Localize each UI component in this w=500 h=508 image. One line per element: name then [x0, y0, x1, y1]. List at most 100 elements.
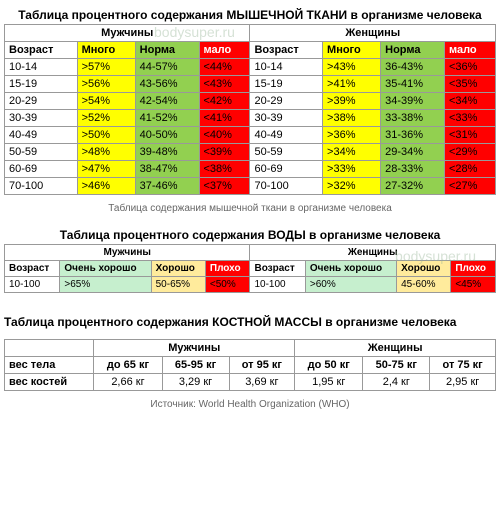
cell: <41%	[199, 110, 250, 127]
muscle-title: Таблица процентного содержания МЫШЕЧНОЙ …	[4, 8, 496, 22]
cell: 10-100	[250, 277, 305, 293]
cell: >56%	[77, 76, 135, 93]
col-header: Возраст	[250, 42, 323, 59]
cell: 37-46%	[135, 178, 199, 195]
cell: 35-41%	[381, 76, 445, 93]
water-section: Таблица процентного содержания ВОДЫ в ор…	[4, 228, 496, 293]
col-header: Хорошо	[397, 261, 451, 277]
col-header: Хорошо	[151, 261, 205, 277]
cell: до 65 кг	[94, 357, 162, 374]
cell: 70-100	[250, 178, 323, 195]
col-header: Возраст	[250, 261, 305, 277]
water-table: МужчиныЖенщиныВозрастОчень хорошоХорошоП…	[4, 244, 496, 293]
muscle-caption: Таблица содержания мышечной ткани в орга…	[4, 203, 496, 214]
cell: >34%	[323, 144, 381, 161]
bone-table: МужчиныЖенщины вес теладо 65 кг65-95 кг от…	[4, 339, 496, 391]
cell: 40-49	[250, 127, 323, 144]
cell: 41-52%	[135, 110, 199, 127]
cell: >57%	[77, 59, 135, 76]
cell: >33%	[323, 161, 381, 178]
cell: 39-48%	[135, 144, 199, 161]
col-header: Возраст	[5, 42, 78, 59]
row-label: вес тела	[5, 357, 94, 374]
col-header: Возраст	[5, 261, 60, 277]
cell: 50-59	[5, 144, 78, 161]
cell: 45-60%	[397, 277, 451, 293]
cell: >46%	[77, 178, 135, 195]
cell: 1,95 кг	[295, 374, 363, 391]
col-header: Очень хорошо	[305, 261, 396, 277]
group-header: Женщины	[250, 245, 496, 261]
cell: <45%	[451, 277, 496, 293]
cell: <37%	[199, 178, 250, 195]
cell: <40%	[199, 127, 250, 144]
cell: <38%	[199, 161, 250, 178]
water-title: Таблица процентного содержания ВОДЫ в ор…	[4, 228, 496, 242]
cell: 50-65%	[151, 277, 205, 293]
cell: 20-29	[250, 93, 323, 110]
cell: 2,4 кг	[363, 374, 430, 391]
cell: <31%	[444, 127, 495, 144]
cell: 65-95 кг	[162, 357, 229, 374]
cell: <44%	[199, 59, 250, 76]
cell: 30-39	[250, 110, 323, 127]
row-label: вес костей	[5, 374, 94, 391]
cell: 40-50%	[135, 127, 199, 144]
cell: 15-19	[5, 76, 78, 93]
group-header: Женщины	[295, 340, 496, 357]
col-header: Много	[77, 42, 135, 59]
cell: <42%	[199, 93, 250, 110]
cell: >65%	[60, 277, 151, 293]
cell: >32%	[323, 178, 381, 195]
cell: 44-57%	[135, 59, 199, 76]
col-header: Очень хорошо	[60, 261, 151, 277]
cell: 31-36%	[381, 127, 445, 144]
group-header: Мужчины	[5, 25, 250, 42]
cell: <33%	[444, 110, 495, 127]
cell: 3,69 кг	[229, 374, 295, 391]
cell: <36%	[444, 59, 495, 76]
cell: >47%	[77, 161, 135, 178]
col-header: Норма	[135, 42, 199, 59]
source-value: World Health Organization (WHO)	[199, 399, 350, 410]
cell: <34%	[444, 93, 495, 110]
cell: >54%	[77, 93, 135, 110]
cell: 10-100	[5, 277, 60, 293]
cell: 29-34%	[381, 144, 445, 161]
cell: 2,66 кг	[94, 374, 162, 391]
source: Источник: World Health Organization (WHO…	[4, 399, 496, 410]
cell: 50-59	[250, 144, 323, 161]
cell: от 75 кг	[430, 357, 496, 374]
cell: >38%	[323, 110, 381, 127]
cell: >41%	[323, 76, 381, 93]
cell: 15-19	[250, 76, 323, 93]
muscle-table: МужчиныЖенщиныВозрастМногоНормамалоВозра…	[4, 24, 496, 195]
cell: >43%	[323, 59, 381, 76]
bone-section: Таблица процентного содержания КОСТНОЙ М…	[4, 315, 496, 410]
cell: 10-14	[250, 59, 323, 76]
cell: 10-14	[5, 59, 78, 76]
col-header: Плохо	[451, 261, 496, 277]
cell: <35%	[444, 76, 495, 93]
group-header: Женщины	[250, 25, 496, 42]
col-header: мало	[444, 42, 495, 59]
cell: >52%	[77, 110, 135, 127]
cell: 20-29	[5, 93, 78, 110]
bone-title: Таблица процентного содержания КОСТНОЙ М…	[4, 315, 496, 329]
cell: 43-56%	[135, 76, 199, 93]
cell: 70-100	[5, 178, 78, 195]
cell: 28-33%	[381, 161, 445, 178]
col-header: мало	[199, 42, 250, 59]
cell: 38-47%	[135, 161, 199, 178]
muscle-section: Таблица процентного содержания МЫШЕЧНОЙ …	[4, 8, 496, 214]
cell: <29%	[444, 144, 495, 161]
cell: >60%	[305, 277, 396, 293]
cell: 27-32%	[381, 178, 445, 195]
cell: до 50 кг	[295, 357, 363, 374]
cell: 60-69	[250, 161, 323, 178]
cell: 36-43%	[381, 59, 445, 76]
cell: 40-49	[5, 127, 78, 144]
group-header: Мужчины	[94, 340, 295, 357]
cell: <28%	[444, 161, 495, 178]
cell: 42-54%	[135, 93, 199, 110]
